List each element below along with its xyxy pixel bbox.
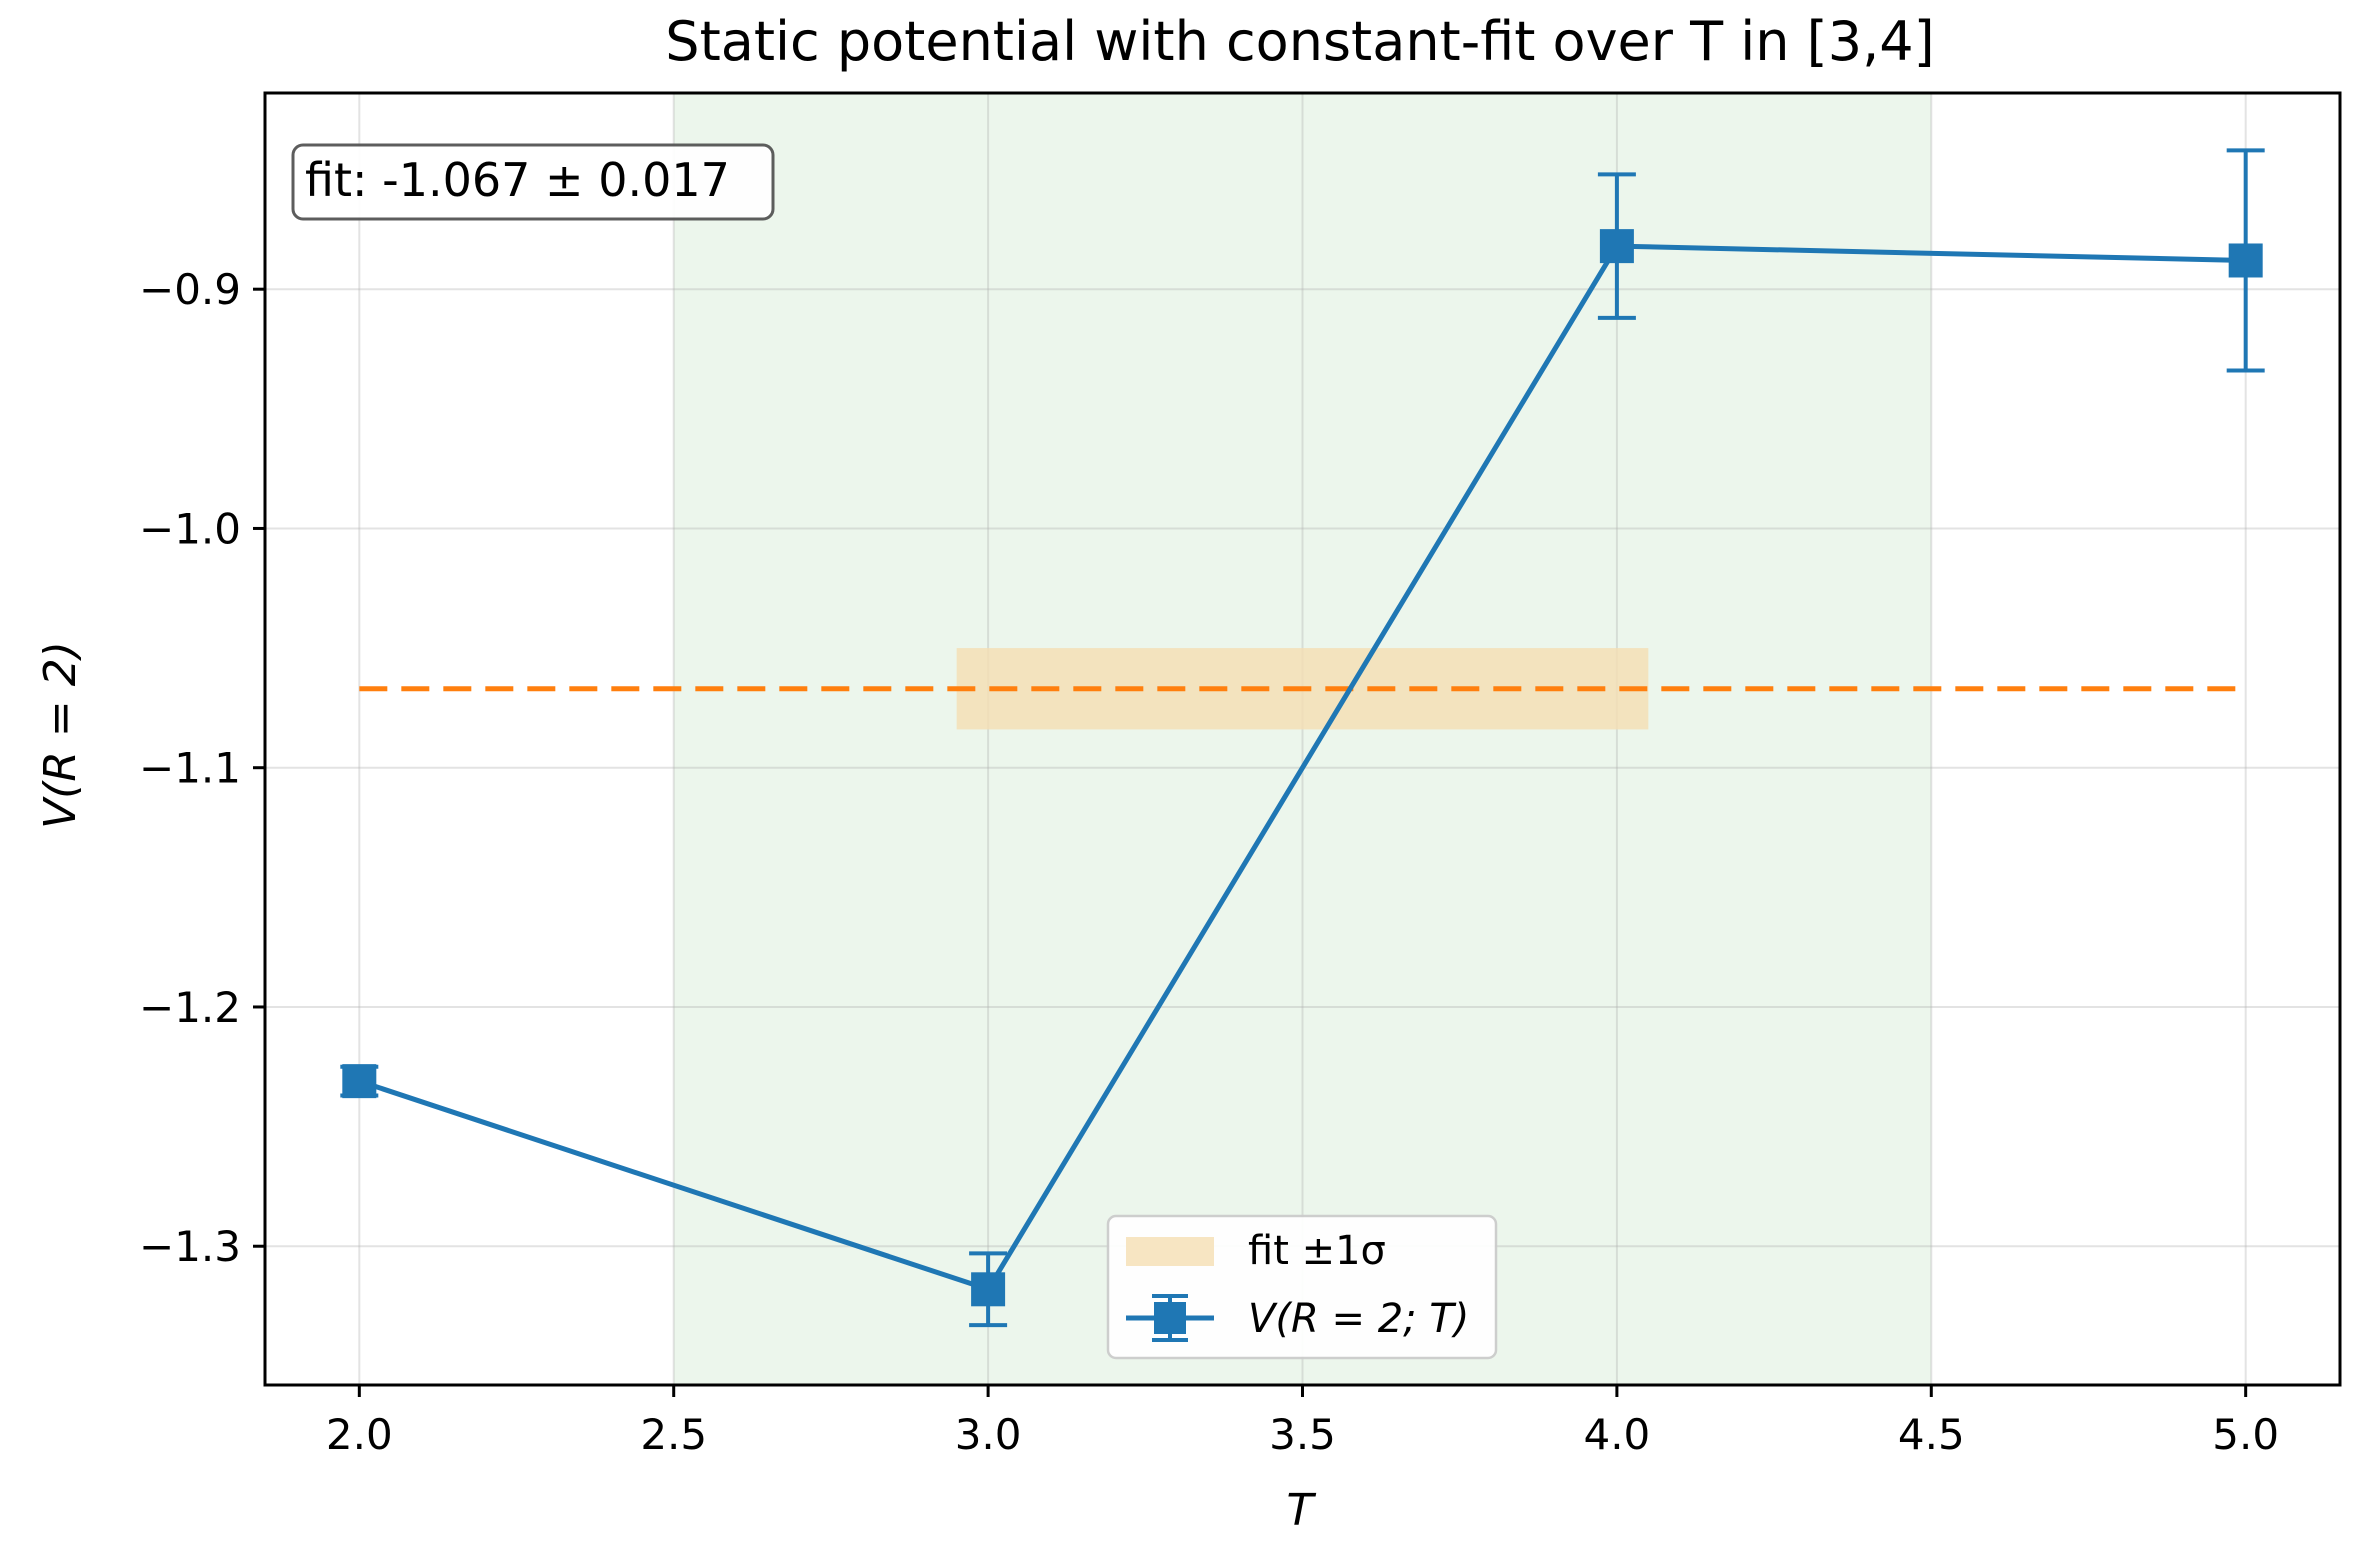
data-point-3	[2228, 243, 2263, 278]
data-point-1	[971, 1272, 1006, 1307]
fit-annotation-box	[291, 143, 775, 221]
y-tick-label-1: −1.2	[139, 983, 241, 1032]
y-tick-label-4: −0.9	[139, 265, 241, 314]
y-tick-label-0: −1.3	[139, 1222, 241, 1271]
data-point-0	[342, 1064, 377, 1099]
x-axis-label: T	[1287, 1485, 1317, 1536]
y-tick-label-3: −1.0	[139, 504, 241, 553]
y-axis-label: V(R = 2)	[35, 641, 86, 829]
chart-title: Static potential with constant-fit over …	[665, 10, 1934, 73]
data-point-2	[1599, 229, 1634, 264]
x-tick-label-2: 3.0	[955, 1410, 1022, 1459]
legend-fit-swatch	[1126, 1237, 1214, 1266]
x-tick-label-5: 4.5	[1898, 1410, 1965, 1459]
y-tick-label-2: −1.1	[139, 744, 241, 793]
legend: fit ±1σ V(R = 2; T)	[1106, 1214, 1498, 1360]
highlight-region	[673, 93, 1932, 1385]
fit-annotation: fit: -1.067 ± 0.017	[291, 143, 775, 221]
x-tick-label-0: 2.0	[326, 1410, 393, 1459]
x-tick-label-3: 3.5	[1269, 1410, 1336, 1459]
legend-fit-label: fit ±1σ	[1248, 1228, 1386, 1274]
x-tick-label-6: 5.0	[2212, 1410, 2279, 1459]
legend-series-marker	[1154, 1302, 1186, 1334]
axes: 2.0 2.5 3.0 3.5 4.0 4.5 5.0 −1.3 −1.2 −1.1 −1.0 −0.…	[139, 91, 2342, 1459]
legend-series-label: V(R = 2; T)	[1248, 1296, 1469, 1342]
x-tick-label-4: 4.0	[1583, 1410, 1650, 1459]
plot-area	[265, 93, 2340, 1385]
series-line-0	[358, 243, 2246, 1293]
fit-annotation-text: fit: -1.067 ± 0.017	[305, 153, 730, 207]
x-tick-label-1: 2.5	[640, 1410, 707, 1459]
